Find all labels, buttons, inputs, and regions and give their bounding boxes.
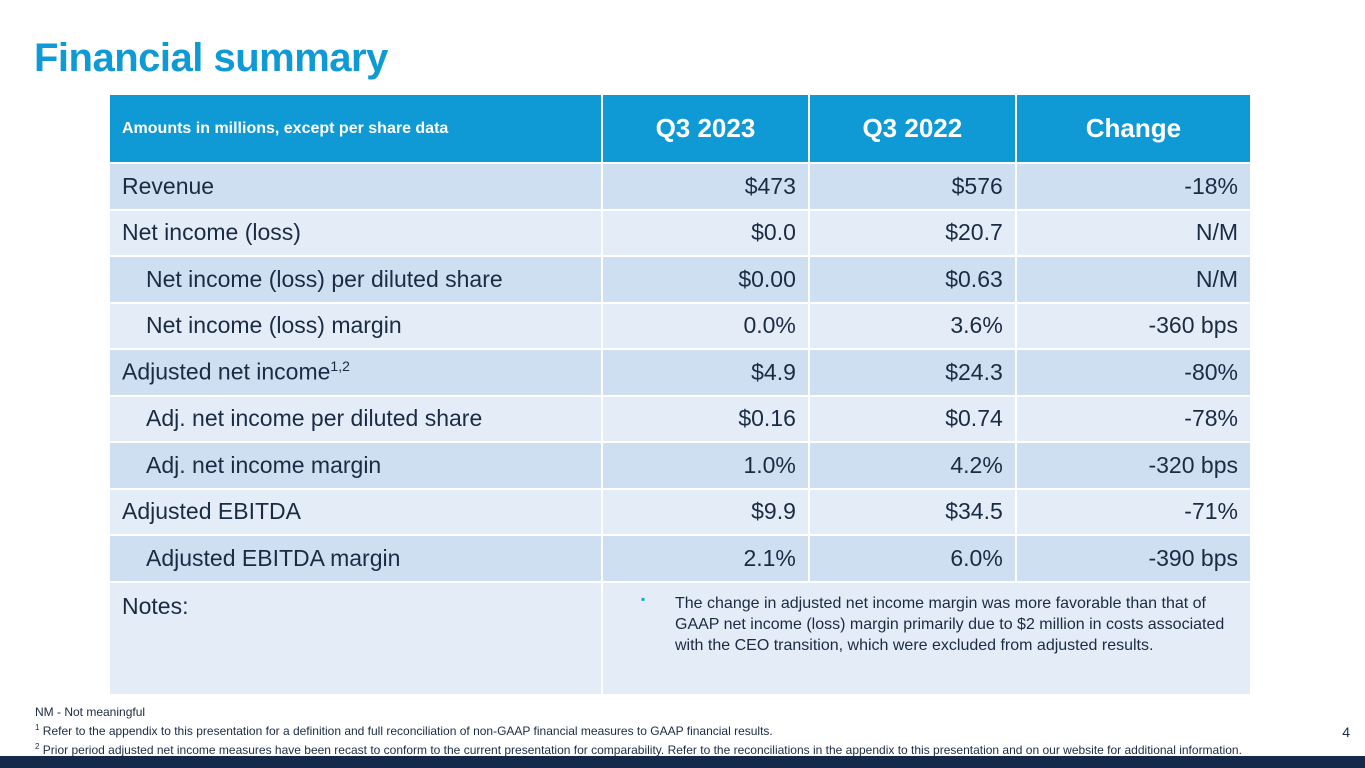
value-change: -390 bps: [1016, 536, 1250, 581]
row-label: Adj. net income per diluted share: [110, 396, 601, 441]
value-q3-2022: $34.5: [809, 489, 1015, 534]
page-title: Financial summary: [34, 36, 388, 80]
value-q3-2023: $0.16: [603, 396, 808, 441]
footnote-2: 2 Prior period adjusted net income measu…: [35, 739, 1242, 758]
row-label: Adjusted EBITDA margin: [110, 536, 601, 581]
footnote-nm: NM - Not meaningful: [35, 705, 146, 719]
row-label-text: Adjusted EBITDA margin: [146, 544, 401, 571]
value-q3-2023: 1.0%: [603, 443, 808, 488]
note-item: ▪ The change in adjusted net income margi…: [615, 592, 1238, 656]
footer-bar: [0, 756, 1365, 768]
value-q3-2023: $0.00: [603, 257, 808, 302]
value-change: N/M: [1016, 210, 1250, 255]
footnote-1-text: Refer to the appendix to this presentati…: [42, 724, 773, 738]
value-q3-2022: $20.7: [809, 210, 1015, 255]
value-q3-2023: 2.1%: [603, 536, 808, 581]
row-label-text: Revenue: [122, 172, 215, 199]
value-q3-2022: 3.6%: [809, 303, 1015, 348]
footnotes: NM - Not meaningful 1 Refer to the appen…: [35, 704, 1242, 758]
value-q3-2022: 4.2%: [809, 443, 1015, 488]
header-q3-2022: Q3 2022: [809, 95, 1015, 162]
table-row: Revenue $473 $576 -18%: [110, 164, 1250, 209]
value-q3-2023: $0.0: [603, 210, 808, 255]
footnote-1-mark: 1: [35, 723, 40, 732]
value-change: -18%: [1016, 164, 1250, 209]
financial-summary-table: Amounts in millions, except per share da…: [108, 93, 1252, 696]
table-row: Adjusted EBITDA margin 2.1% 6.0% -390 bp…: [110, 536, 1250, 581]
row-label-text: Adj. net income per diluted share: [146, 405, 483, 432]
value-change: -320 bps: [1016, 443, 1250, 488]
value-change: -80%: [1016, 350, 1250, 395]
row-label: Adjusted net income1,2: [110, 350, 601, 395]
note-text: The change in adjusted net income margin…: [675, 594, 1225, 654]
row-label-text: Adj. net income margin: [146, 451, 382, 478]
value-q3-2023: $473: [603, 164, 808, 209]
value-q3-2022: $0.74: [809, 396, 1015, 441]
row-label-text: Net income (loss) per diluted share: [146, 265, 503, 292]
table-row: Adjusted net income1,2 $4.9 $24.3 -80%: [110, 350, 1250, 395]
row-label: Net income (loss) per diluted share: [110, 257, 601, 302]
table-row: Net income (loss) margin 0.0% 3.6% -360 …: [110, 303, 1250, 348]
table-row: Adj. net income margin 1.0% 4.2% -320 bp…: [110, 443, 1250, 488]
table-row: Adj. net income per diluted share $0.16 …: [110, 396, 1250, 441]
value-change: -360 bps: [1016, 303, 1250, 348]
page-number: 4: [1342, 724, 1350, 740]
row-label-text: Adjusted EBITDA: [122, 498, 301, 525]
notes-row: Notes: ▪ The change in adjusted net incom…: [110, 582, 1250, 694]
row-label: Adj. net income margin: [110, 443, 601, 488]
value-q3-2022: $0.63: [809, 257, 1015, 302]
value-change: -71%: [1016, 489, 1250, 534]
bullet-icon: ▪: [641, 591, 646, 606]
table-row: Net income (loss) per diluted share $0.0…: [110, 257, 1250, 302]
header-amounts: Amounts in millions, except per share da…: [110, 95, 601, 162]
value-q3-2022: 6.0%: [809, 536, 1015, 581]
table-header-row: Amounts in millions, except per share da…: [110, 95, 1250, 162]
value-q3-2023: 0.0%: [603, 303, 808, 348]
row-label-text: Adjusted net income: [122, 359, 331, 386]
value-q3-2023: $9.9: [603, 489, 808, 534]
footnote-ref: 1,2: [330, 358, 350, 375]
footnote-2-text: Prior period adjusted net income measure…: [42, 743, 1242, 757]
header-change: Change: [1016, 95, 1250, 162]
row-label: Revenue: [110, 164, 601, 209]
footnote-1: 1 Refer to the appendix to this presenta…: [35, 720, 1242, 739]
value-change: N/M: [1016, 257, 1250, 302]
value-change: -78%: [1016, 396, 1250, 441]
notes-cell: ▪ The change in adjusted net income margi…: [603, 582, 1250, 694]
row-label: Net income (loss): [110, 210, 601, 255]
value-q3-2022: $576: [809, 164, 1015, 209]
notes-label: Notes:: [110, 582, 601, 694]
row-label-text: Net income (loss): [122, 219, 301, 246]
value-q3-2023: $4.9: [603, 350, 808, 395]
footnote-2-mark: 2: [35, 742, 40, 751]
row-label: Net income (loss) margin: [110, 303, 601, 348]
row-label: Adjusted EBITDA: [110, 489, 601, 534]
table-row: Adjusted EBITDA $9.9 $34.5 -71%: [110, 489, 1250, 534]
row-label-text: Net income (loss) margin: [146, 312, 402, 339]
table-row: Net income (loss) $0.0 $20.7 N/M: [110, 210, 1250, 255]
value-q3-2022: $24.3: [809, 350, 1015, 395]
header-q3-2023: Q3 2023: [603, 95, 808, 162]
